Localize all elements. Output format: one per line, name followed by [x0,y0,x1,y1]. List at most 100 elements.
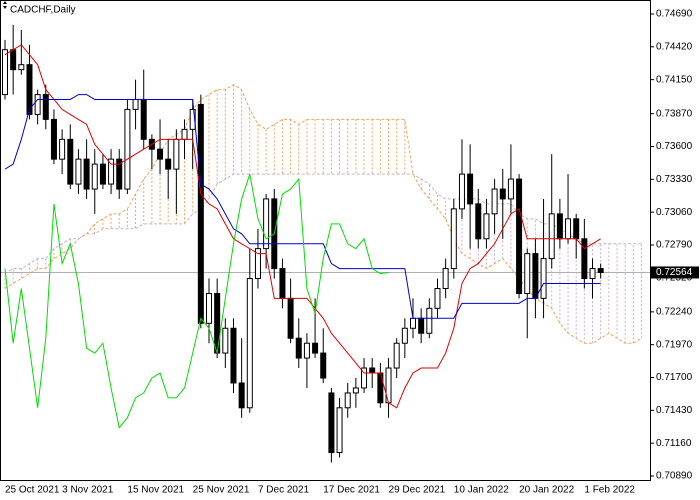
candle-body [410,317,416,329]
candle-body [565,218,572,240]
x-tick-label: 17 Dec 2021 [323,485,380,496]
y-tick-label: 0.73330 [656,174,693,185]
symbol-icon [3,1,7,9]
candle-body [287,297,294,339]
x-tick-label: 3 Nov 2021 [62,485,114,496]
candle-body [42,94,49,120]
candle-body [532,253,539,299]
plot-frame [0,0,651,481]
candle-body [475,203,482,240]
candle-body [344,392,351,409]
x-tick-label: 29 Dec 2021 [389,485,446,496]
candle-body [132,98,139,110]
candle-body [206,292,212,324]
y-tick-label: 0.71970 [656,339,693,350]
y-tick-label: 0.74150 [656,74,693,85]
plot-area [0,24,650,463]
candle-body [458,173,465,210]
candle-body [548,213,555,260]
candle-body [573,218,580,240]
candle-body [418,317,425,334]
candle-body [34,94,41,115]
candle-body [336,407,343,454]
candle-body [393,342,400,369]
candle-body [279,268,286,299]
candle-body [491,188,498,215]
chart-title: CADCHF,Daily [10,5,76,16]
candle-body [124,108,131,190]
icon-up [3,1,7,4]
candle-body [18,64,25,71]
candle-body [434,288,441,309]
current-price-label: 0.72564 [656,267,693,278]
candle-body [589,268,596,280]
candle-body [467,173,474,205]
candle-body [173,138,180,170]
candle-body [524,253,531,294]
candle-body [83,158,90,190]
candle-body [483,213,490,240]
candle-body [26,64,33,115]
x-tick-label: 25 Oct 2021 [5,485,60,496]
y-tick-label: 0.71700 [656,372,693,383]
candle-body [516,178,523,294]
candle-body [99,163,106,185]
candle-body [181,128,188,140]
candle-body [116,158,123,190]
candle-body [450,208,457,270]
x-tick-label: 20 Jan 2022 [519,485,574,496]
candle-body [254,248,261,280]
candle-body [328,392,335,454]
y-tick-label: 0.74420 [656,41,693,52]
candle-body [377,372,384,404]
y-tick-label: 0.71160 [656,438,692,449]
y-tick-label: 0.73870 [656,108,693,119]
icon-down [3,6,7,9]
candle-body [581,238,588,280]
candle-body [50,118,57,160]
candle-body [91,163,98,190]
candle-body [312,342,319,354]
candle-body [59,138,66,160]
candle-body [10,49,17,71]
indicator-line [4,173,389,429]
price-box [651,266,699,279]
candle-body [556,213,563,240]
x-tick-label: 1 Feb 2022 [584,485,635,496]
indicator-line [4,44,601,409]
y-tick-label: 0.71430 [656,405,693,416]
candle-body [263,198,270,250]
y-tick-label: 0.73600 [656,141,693,152]
candle-body [222,327,229,354]
candle-body [295,337,302,359]
candle-body [352,387,359,394]
y-tick-label: 0.72790 [656,240,693,251]
candle-body [75,158,82,185]
candle-body [320,352,327,379]
indicator-line [4,94,601,319]
y-tick-label: 0.73060 [656,207,693,218]
candle-body [303,342,310,359]
candle-body [238,382,245,409]
candle-body [246,278,253,409]
candle-body [597,268,604,273]
candle-body [540,258,547,299]
candle-body [108,158,115,185]
candle-body [230,327,237,384]
y-tick-label: 0.72240 [656,306,693,317]
x-tick-label: 15 Nov 2021 [127,485,184,496]
candle-body [197,103,204,324]
y-tick-label: 0.70890 [656,471,693,482]
candle-body [361,367,368,389]
candle-body [67,138,74,185]
candle-body [140,98,147,140]
candle-body [189,108,196,130]
x-tick-label: 7 Dec 2021 [258,485,310,496]
x-tick-label: 25 Nov 2021 [193,485,250,496]
candle-body [499,188,506,200]
candle-body [426,307,433,334]
candle-body [165,158,172,170]
